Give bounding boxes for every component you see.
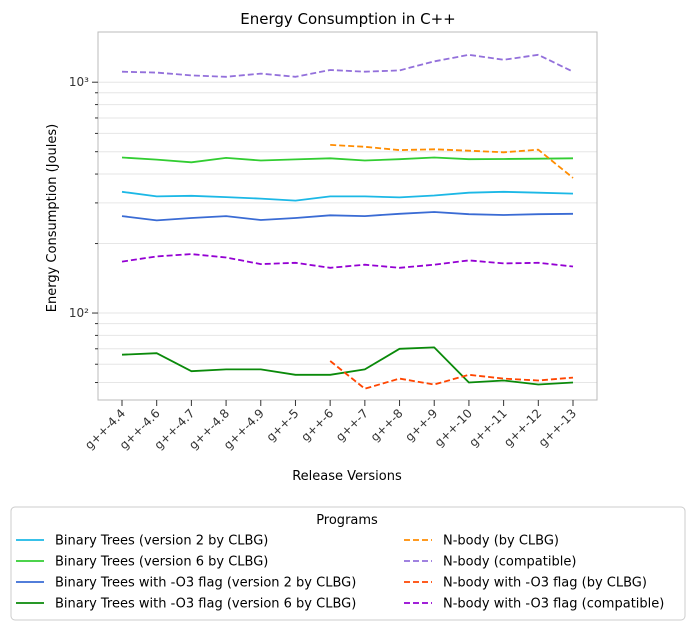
x-axis-label: Release Versions	[292, 469, 402, 484]
legend-label-0: Binary Trees (version 2 by CLBG)	[55, 534, 268, 549]
series-line-1	[121, 156, 574, 164]
legend-label-7: N-body with -O3 flag (compatible)	[443, 597, 664, 612]
series-line-2	[121, 211, 574, 222]
legend-box	[10, 506, 686, 621]
x-tick-label: g++-6	[298, 406, 336, 444]
legend-label-2: Binary Trees with -O3 flag (version 2 by…	[55, 576, 356, 591]
legend-title: Programs	[316, 513, 378, 528]
legend-label-3: Binary Trees with -O3 flag (version 6 by…	[55, 597, 356, 612]
legend-entries: Binary Trees (version 2 by CLBG) Binary T…	[16, 534, 664, 612]
legend-label-4: N-body (by CLBG)	[443, 534, 559, 549]
series-line-0	[121, 190, 574, 202]
legend: Programs Binary Trees (version 2 by CLBG…	[10, 506, 686, 621]
series-line-5	[121, 53, 574, 78]
series-line-4	[330, 144, 574, 179]
plot-area-frame	[97, 31, 598, 401]
x-tick-label: g++-7	[333, 406, 371, 444]
x-tick-label: g++-8	[368, 406, 406, 444]
legend-label-5: N-body (compatible)	[443, 555, 576, 570]
series-line-7	[121, 253, 574, 269]
legend-label-1: Binary Trees (version 6 by CLBG)	[55, 555, 268, 570]
chart-title: Energy Consumption in C++	[240, 10, 455, 28]
y-axis-label: Energy Consumption (Joules)	[45, 124, 60, 312]
series-line-3	[121, 346, 574, 386]
grid-lines	[98, 81, 597, 384]
x-tick-label: g++-5	[264, 406, 302, 444]
y-tick-label: 10²	[69, 306, 89, 320]
y-tick-label: 10³	[69, 75, 89, 89]
x-tick-label: g++-13	[536, 406, 579, 449]
legend-label-6: N-body with -O3 flag (by CLBG)	[443, 576, 647, 591]
series-lines	[121, 53, 574, 390]
series-line-6	[329, 360, 574, 390]
